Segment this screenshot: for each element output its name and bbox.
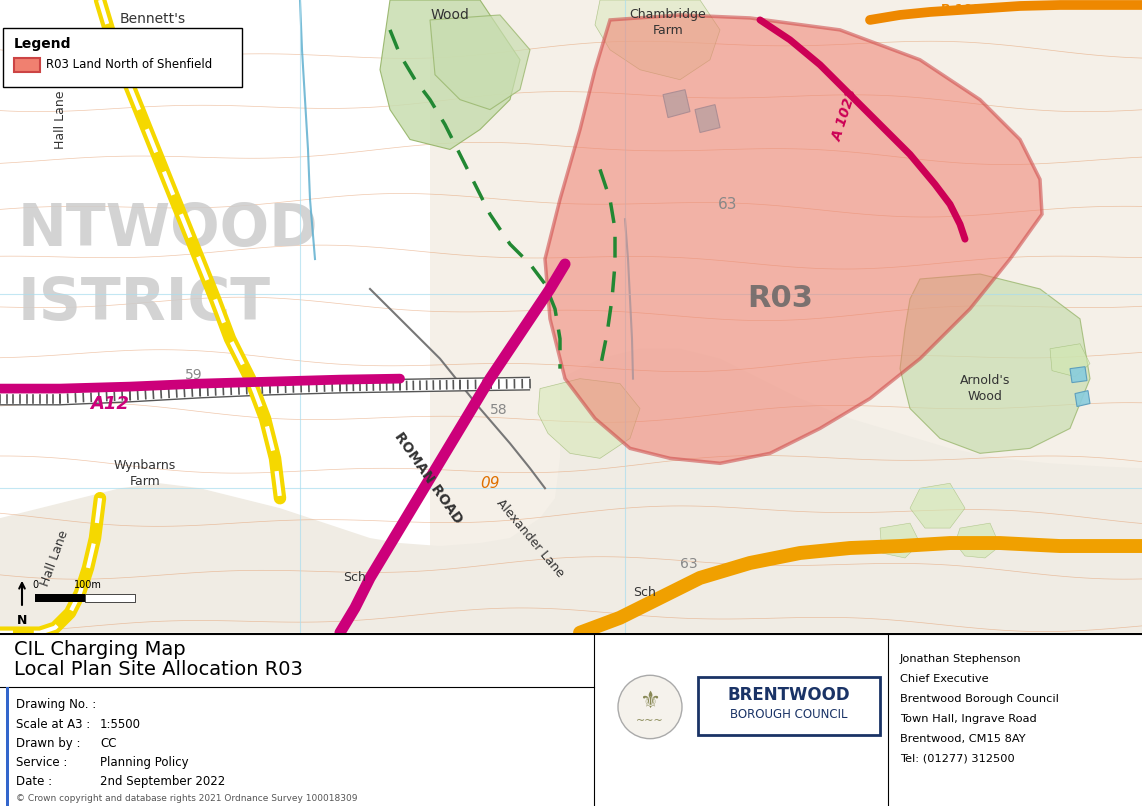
Text: Arnold's
Wood: Arnold's Wood: [959, 374, 1011, 403]
Text: Date :: Date :: [16, 775, 53, 787]
Text: Hall Lane: Hall Lane: [54, 90, 66, 149]
Polygon shape: [1075, 391, 1089, 406]
Text: Brentwood Borough Council: Brentwood Borough Council: [900, 694, 1059, 704]
Text: R03 Land North of Shenfield: R03 Land North of Shenfield: [46, 58, 212, 71]
Text: Drawn by :: Drawn by :: [16, 737, 80, 750]
Text: Scale at A3 :: Scale at A3 :: [16, 718, 90, 731]
Polygon shape: [0, 349, 1142, 633]
Text: Bennett's: Bennett's: [120, 12, 186, 26]
Text: 58: 58: [490, 402, 508, 417]
Text: Town Hall, Ingrave Road: Town Hall, Ingrave Road: [900, 714, 1037, 724]
Text: Brentwood, CM15 8AY: Brentwood, CM15 8AY: [900, 733, 1026, 744]
Text: 63: 63: [718, 197, 738, 212]
Text: © Crown copyright and database rights 2021 Ordnance Survey 100018309: © Crown copyright and database rights 20…: [16, 794, 357, 803]
Text: 100m: 100m: [74, 580, 102, 590]
Text: BOROUGH COUNCIL: BOROUGH COUNCIL: [730, 708, 847, 721]
Text: Sch: Sch: [634, 586, 657, 600]
Polygon shape: [900, 274, 1089, 453]
Text: Chief Executive: Chief Executive: [900, 675, 989, 684]
Bar: [698, 677, 880, 735]
Text: ISTRICT: ISTRICT: [18, 276, 271, 332]
Text: Planning Policy: Planning Policy: [100, 756, 188, 769]
Text: Tel: (01277) 312500: Tel: (01277) 312500: [900, 754, 1015, 763]
Text: NTWOOD: NTWOOD: [18, 201, 319, 258]
Text: 59: 59: [185, 368, 202, 381]
Bar: [6, 688, 9, 806]
Text: 2nd September 2022: 2nd September 2022: [100, 775, 225, 787]
Text: A12: A12: [90, 395, 129, 413]
Text: N: N: [17, 614, 27, 627]
Polygon shape: [910, 484, 965, 528]
Text: Drawing No. :: Drawing No. :: [16, 699, 96, 712]
Text: Service :: Service :: [16, 756, 67, 769]
Text: A 1023: A 1023: [830, 87, 860, 143]
Text: CC: CC: [100, 737, 116, 750]
Polygon shape: [595, 0, 719, 80]
Polygon shape: [380, 0, 520, 149]
FancyBboxPatch shape: [3, 28, 242, 87]
Text: Jonathan Stephenson: Jonathan Stephenson: [900, 654, 1022, 664]
Text: Local Plan Site Allocation R03: Local Plan Site Allocation R03: [14, 660, 303, 679]
Polygon shape: [1070, 367, 1087, 383]
Circle shape: [618, 675, 682, 738]
Text: ⚜: ⚜: [640, 689, 660, 713]
Text: 09: 09: [480, 476, 499, 491]
Polygon shape: [538, 379, 640, 459]
Text: 1:5500: 1:5500: [100, 718, 140, 731]
Polygon shape: [1049, 343, 1089, 376]
Text: 0: 0: [32, 580, 38, 590]
Polygon shape: [664, 89, 690, 118]
Polygon shape: [431, 15, 530, 110]
Bar: [35, 594, 85, 602]
Text: Alexander Lane: Alexander Lane: [493, 496, 566, 580]
Text: Hall Lane: Hall Lane: [39, 528, 71, 588]
Bar: [85, 594, 135, 602]
Polygon shape: [0, 0, 560, 633]
Polygon shape: [955, 523, 1000, 558]
Text: Sch: Sch: [344, 571, 367, 584]
Polygon shape: [431, 0, 1142, 633]
Text: ~~~: ~~~: [636, 716, 664, 726]
Text: CIL Charging Map: CIL Charging Map: [14, 640, 186, 659]
Bar: [14, 58, 40, 72]
Text: Chambridge
Farm: Chambridge Farm: [629, 8, 707, 37]
Polygon shape: [545, 15, 1042, 463]
Polygon shape: [695, 105, 719, 132]
Text: B 1002: B 1002: [941, 3, 989, 16]
Text: BRENTWOOD: BRENTWOOD: [727, 686, 851, 704]
Text: ROMAN ROAD: ROMAN ROAD: [392, 430, 465, 526]
Text: Wood: Wood: [431, 8, 469, 22]
Polygon shape: [880, 523, 920, 558]
Text: Wynbarns
Farm: Wynbarns Farm: [114, 459, 176, 488]
Text: Legend: Legend: [14, 37, 72, 51]
Text: R03: R03: [747, 285, 813, 314]
Text: 63: 63: [679, 557, 698, 571]
